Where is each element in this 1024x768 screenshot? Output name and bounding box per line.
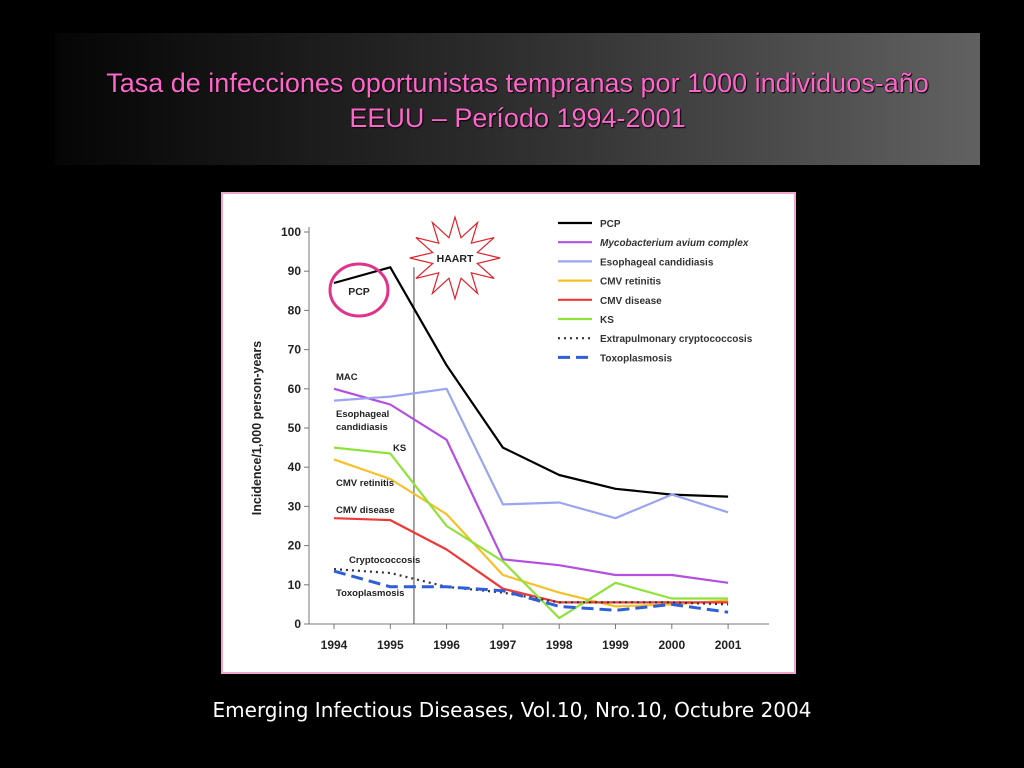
toxoplasmosis-annotation: Toxoplasmosis (336, 588, 404, 599)
haart-label: HAART (437, 253, 474, 265)
legend-label-extrapulmonary-cryptococcosis: Extrapulmonary cryptococcosis (600, 334, 753, 345)
series-line-esophageal-candidiasis (333, 387, 729, 520)
y-tick-label-0: 0 (294, 617, 301, 631)
series-line-ks (333, 446, 729, 620)
y-axis-title: Incidence/1,000 person-years (250, 341, 264, 515)
y-tick-label-30: 30 (288, 499, 302, 513)
x-tick-label-1996: 1996 (433, 638, 460, 652)
y-tick-label-40: 40 (288, 460, 302, 474)
y-tick-label-50: 50 (288, 421, 302, 435)
title-bar: Tasa de infecciones oportunistas tempran… (55, 33, 980, 165)
y-tick-label-10: 10 (288, 578, 302, 592)
cmv-retinitis-annotation: CMV retinitis (336, 478, 394, 489)
x-tick-label-2001: 2001 (715, 638, 742, 652)
x-tick-label-1998: 1998 (546, 638, 573, 652)
pcp-annotation: PCP (348, 286, 370, 298)
legend-label-cmv-retinitis: CMV retinitis (600, 277, 662, 288)
y-tick-label-80: 80 (288, 303, 302, 317)
y-tick-label-70: 70 (288, 343, 302, 357)
y-tick-label-90: 90 (288, 264, 302, 278)
x-tick-label-1999: 1999 (602, 638, 629, 652)
y-tick-label-20: 20 (288, 539, 302, 553)
y-tick-label-60: 60 (288, 382, 302, 396)
x-tick-label-1994: 1994 (321, 638, 348, 652)
legend-label-esophageal-candidiasis: Esophageal candidiasis (600, 257, 714, 268)
x-tick-label-2000: 2000 (658, 638, 685, 652)
legend-label-cmv-disease: CMV disease (600, 296, 662, 307)
legend-label-ks: KS (600, 315, 614, 326)
haart-starburst (409, 214, 501, 301)
series-line-toxoplasmosis (333, 569, 729, 614)
x-tick-label-1997: 1997 (490, 638, 517, 652)
cmv-disease-annotation: CMV disease (336, 505, 395, 516)
legend-label-mycobacterium-avium-complex: Mycobacterium avium complex (600, 238, 749, 249)
ks-annotation: KS (393, 443, 406, 454)
pcp-highlight-circle (328, 262, 390, 318)
esophageal-annotation: Esophageal candidiasis (336, 409, 389, 433)
series-line-pcp (333, 266, 729, 498)
incidence-line-chart: 0 10 20 30 40 50 60 70 80 90 100 1994 1995 1996 1997 19… (250, 214, 769, 652)
title-line-1: Tasa de infecciones oportunistas tempran… (106, 68, 929, 98)
cryptococcosis-annotation: Cryptococcosis (349, 555, 420, 566)
mac-annotation: MAC (336, 372, 358, 383)
source-caption: Emerging Infectious Diseases, Vol.10, Nr… (212, 698, 812, 722)
x-tick-label-1995: 1995 (377, 638, 404, 652)
title-line-2: EEUU – Período 1994-2001 (349, 103, 686, 133)
chart-frame: 0 10 20 30 40 50 60 70 80 90 100 1994 1995 1996 1997 19… (221, 192, 796, 674)
legend-label-toxoplasmosis: Toxoplasmosis (600, 353, 672, 364)
legend-label-pcp: PCP (600, 219, 621, 230)
series-line-mycobacterium-avium-complex (333, 387, 729, 584)
y-tick-label-100: 100 (281, 225, 301, 239)
